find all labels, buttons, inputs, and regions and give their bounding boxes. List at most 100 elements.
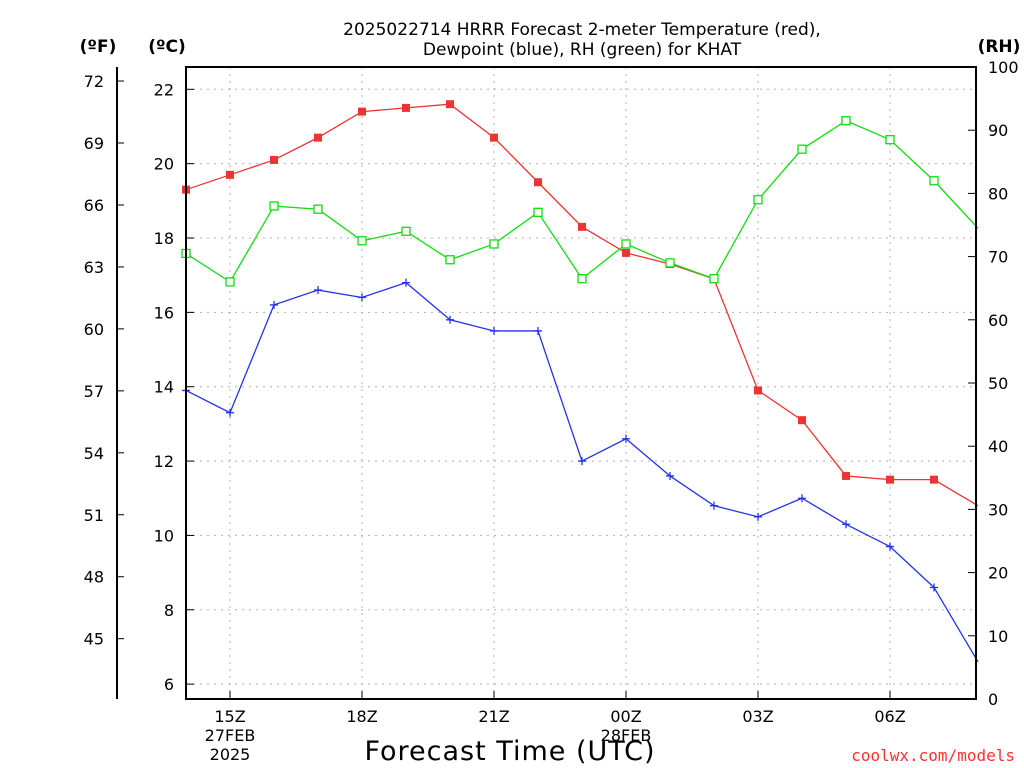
celsius-tick-label: 12	[154, 452, 174, 471]
plot-frame	[185, 66, 977, 700]
dewpoint-point	[226, 408, 234, 417]
celsius-tick-label: 18	[154, 229, 174, 248]
celsius-tick-label: 16	[154, 303, 174, 322]
time-tick-label: 06Z	[874, 707, 905, 726]
fahrenheit-tick-label: 57	[84, 382, 104, 401]
rh-tick-label: 0	[988, 690, 998, 709]
rh-point	[621, 239, 631, 249]
time-tick-year-label: 2025	[210, 745, 251, 764]
chart-title-line-1: 2025022714 HRRR Forecast 2-meter Tempera…	[343, 20, 821, 40]
rh-point	[313, 204, 323, 214]
rh-unit-label: (RH)	[978, 37, 1021, 57]
temperature-point	[270, 155, 278, 164]
celsius-tick-label: 10	[154, 526, 174, 545]
temperature-point	[754, 386, 762, 395]
temperature-point	[842, 471, 850, 480]
rh-point	[885, 135, 895, 145]
time-tick-label: 03Z	[742, 707, 773, 726]
celsius-tick-label: 14	[154, 378, 174, 397]
fahrenheit-tick-label: 54	[84, 444, 104, 463]
temperature-series	[182, 100, 979, 507]
time-tick-date-label: 28FEB	[601, 726, 652, 745]
dewpoint-point	[578, 457, 586, 466]
rh-point	[753, 195, 763, 205]
fahrenheit-tick-label: 72	[84, 72, 104, 91]
temperature-point	[490, 133, 498, 142]
dewpoint-point	[270, 300, 278, 309]
rh-point	[489, 239, 499, 249]
fahrenheit-axis: 45 48 51 54 57 60 63 66 69 72	[84, 72, 124, 649]
rh-tick-label: 80	[988, 184, 1008, 203]
rh-tick-label: 60	[988, 311, 1008, 330]
temperature-point	[930, 475, 938, 484]
rh-tick-label: 40	[988, 437, 1008, 456]
celsius-tick-label: 6	[164, 675, 174, 694]
rh-point	[357, 236, 367, 246]
rh-point	[269, 201, 279, 211]
rh-point	[533, 207, 543, 218]
rh-tick-label: 70	[988, 248, 1008, 267]
fahrenheit-unit-label: (ºF)	[80, 37, 117, 57]
grid-lines	[186, 67, 976, 699]
time-tick-date-label: 27FEB	[205, 726, 256, 745]
dewpoint-point	[842, 520, 850, 529]
time-tick-label: 00Z	[610, 707, 641, 726]
time-tick-label: 18Z	[346, 707, 377, 726]
fahrenheit-tick-label: 63	[84, 258, 104, 277]
rh-point	[797, 144, 807, 154]
fahrenheit-tick-label: 66	[84, 196, 104, 215]
temperature-point	[226, 170, 234, 179]
chart-title-line-2: Dewpoint (blue), RH (green) for KHAT	[423, 40, 742, 60]
rh-point	[709, 274, 719, 284]
rh-point	[445, 255, 455, 265]
dewpoint-point	[314, 286, 322, 295]
x-axis-title: Forecast Time (UTC)	[364, 736, 655, 767]
rh-tick-label: 50	[988, 374, 1008, 393]
temperature-point	[314, 133, 322, 142]
rh-tick-label: 90	[988, 121, 1008, 140]
dewpoint-point	[446, 315, 454, 324]
rh-series	[181, 116, 979, 287]
dewpoint-point	[534, 326, 542, 335]
dewpoint-point	[622, 434, 630, 443]
dewpoint-point	[358, 293, 366, 302]
fahrenheit-tick-label: 45	[84, 630, 104, 649]
rh-axis: 0 10 20 30 40 50 60 70 80 90 100	[968, 58, 1019, 709]
rh-tick-label: 30	[988, 500, 1008, 519]
rh-point	[401, 226, 411, 236]
dewpoint-point	[754, 512, 762, 521]
rh-point	[841, 116, 851, 126]
dewpoint-point	[798, 494, 806, 503]
rh-tick-label: 100	[988, 58, 1019, 77]
rh-point	[929, 176, 939, 186]
time-tick-label: 21Z	[478, 707, 509, 726]
dewpoint-point	[710, 501, 718, 510]
fahrenheit-tick-label: 51	[84, 506, 104, 525]
celsius-tick-label: 22	[154, 80, 174, 99]
fahrenheit-tick-label: 60	[84, 320, 104, 339]
rh-point	[665, 258, 675, 268]
dewpoint-point	[930, 583, 938, 592]
dewpoint-point	[666, 471, 674, 480]
fahrenheit-tick-label: 48	[84, 568, 104, 587]
temperature-point	[534, 178, 542, 187]
celsius-tick-label: 8	[164, 601, 174, 620]
dewpoint-point	[402, 278, 410, 287]
temperature-point	[578, 222, 586, 231]
temperature-point	[358, 107, 366, 116]
celsius-tick-label: 20	[154, 155, 174, 174]
temperature-point	[886, 475, 894, 484]
celsius-axis: 6 8 10 12 14 16 18 20 22	[154, 80, 194, 694]
rh-point	[225, 277, 235, 287]
series-layer	[181, 100, 979, 663]
temperature-point	[798, 416, 806, 425]
dewpoint-point	[886, 542, 894, 551]
dewpoint-series	[182, 278, 979, 663]
credit-text: coolwx.com/models	[851, 746, 1015, 765]
rh-tick-label: 10	[988, 627, 1008, 646]
time-tick-label: 15Z	[214, 707, 245, 726]
fahrenheit-tick-label: 69	[84, 134, 104, 153]
rh-point	[577, 274, 587, 284]
